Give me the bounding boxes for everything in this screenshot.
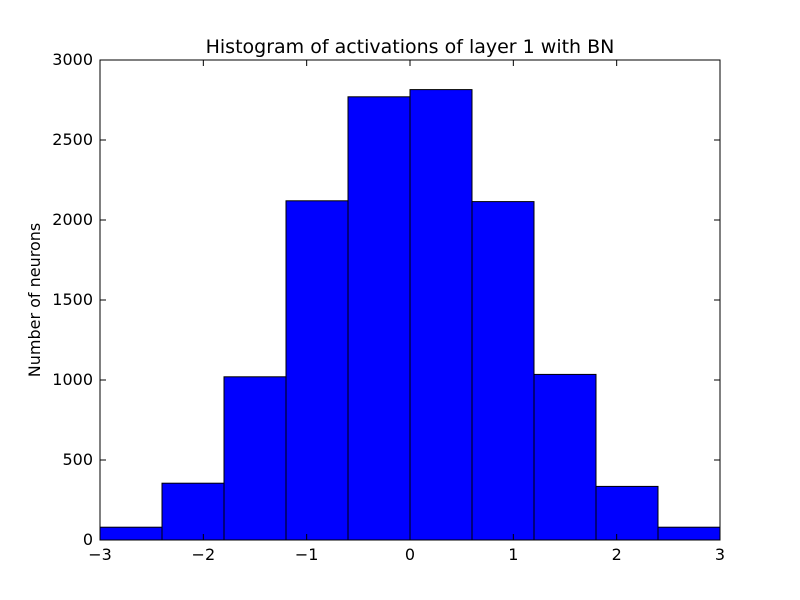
y-tick-label: 1500 bbox=[52, 290, 93, 309]
y-tick-label: 1000 bbox=[52, 370, 93, 389]
x-tick-label: 2 bbox=[612, 545, 622, 564]
x-tick-label: −2 bbox=[192, 545, 216, 564]
histogram-bar bbox=[347, 96, 411, 541]
x-tick-label: −1 bbox=[295, 545, 319, 564]
histogram-bar bbox=[223, 376, 287, 541]
y-tick-label: 500 bbox=[62, 450, 93, 469]
x-tick-label: −3 bbox=[88, 545, 112, 564]
histogram-bar bbox=[99, 526, 163, 541]
ticks-group: −3 −2 −1 0 1 2 3 0 500 1000 1500 2000 2500 3000 bbox=[52, 50, 725, 564]
histogram-bar bbox=[285, 200, 349, 541]
histogram-bar bbox=[533, 373, 597, 541]
bars-group bbox=[99, 89, 721, 541]
histogram-bar bbox=[409, 89, 473, 541]
histogram-bar bbox=[161, 482, 225, 541]
chart-title: Histogram of activations of layer 1 with… bbox=[206, 36, 615, 58]
y-tick-label: 2500 bbox=[52, 130, 93, 149]
x-tick-label: 1 bbox=[508, 545, 518, 564]
y-tick-label: 0 bbox=[83, 530, 93, 549]
x-tick-label: 0 bbox=[405, 545, 415, 564]
histogram-bar bbox=[657, 526, 721, 541]
y-axis-label: Number of neurons bbox=[25, 223, 44, 377]
plot-frame bbox=[99, 59, 721, 541]
y-tick-label: 3000 bbox=[52, 50, 93, 69]
y-tick-label: 2000 bbox=[52, 210, 93, 229]
histogram-bar bbox=[471, 201, 535, 541]
x-tick-label: 3 bbox=[715, 545, 725, 564]
histogram-bar bbox=[595, 485, 659, 541]
